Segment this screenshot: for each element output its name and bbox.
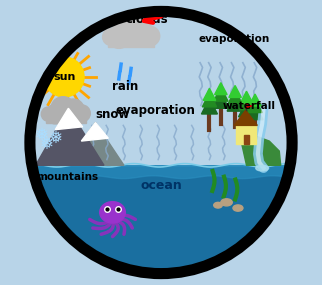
Text: ❅: ❅ (40, 135, 54, 153)
Polygon shape (229, 86, 242, 97)
Polygon shape (214, 87, 228, 101)
Text: mountains: mountains (36, 172, 98, 182)
Polygon shape (227, 95, 243, 111)
Polygon shape (241, 137, 281, 165)
Ellipse shape (214, 202, 222, 208)
Text: ❅: ❅ (34, 126, 48, 144)
Circle shape (114, 17, 142, 45)
Bar (46, 113, 86, 123)
Text: clouds: clouds (126, 13, 168, 26)
Ellipse shape (100, 202, 125, 223)
Polygon shape (202, 98, 217, 114)
Circle shape (140, 26, 160, 46)
Text: sun: sun (53, 72, 75, 82)
Bar (244, 135, 249, 144)
Circle shape (30, 11, 292, 274)
Circle shape (108, 26, 130, 48)
Bar (236, 125, 256, 144)
Polygon shape (213, 93, 229, 108)
Polygon shape (214, 83, 227, 95)
Circle shape (44, 57, 84, 97)
Polygon shape (249, 94, 261, 106)
Ellipse shape (256, 165, 269, 171)
Text: rain: rain (112, 80, 138, 93)
Circle shape (46, 104, 65, 124)
Circle shape (41, 107, 56, 121)
Polygon shape (64, 123, 124, 165)
Circle shape (73, 105, 90, 122)
Polygon shape (240, 91, 253, 103)
Circle shape (62, 99, 84, 121)
Circle shape (51, 97, 75, 121)
Polygon shape (228, 90, 242, 104)
Ellipse shape (233, 205, 243, 211)
Polygon shape (247, 104, 263, 120)
Circle shape (128, 19, 153, 44)
Polygon shape (234, 110, 257, 125)
Text: ocean: ocean (140, 179, 182, 192)
Text: ❅: ❅ (49, 129, 62, 147)
Text: waterfall: waterfall (223, 101, 276, 111)
Polygon shape (248, 98, 262, 113)
Polygon shape (81, 123, 108, 141)
Polygon shape (36, 108, 104, 165)
Polygon shape (202, 93, 217, 107)
Bar (108, 35, 154, 47)
Text: snow: snow (95, 107, 130, 121)
Circle shape (103, 28, 119, 45)
Polygon shape (239, 95, 254, 110)
Polygon shape (239, 101, 254, 117)
Polygon shape (246, 104, 251, 108)
Polygon shape (203, 88, 216, 100)
Text: evaporation: evaporation (115, 104, 195, 117)
Ellipse shape (221, 199, 232, 206)
Polygon shape (32, 165, 290, 274)
Text: evaporation: evaporation (198, 34, 269, 44)
Polygon shape (55, 108, 83, 130)
